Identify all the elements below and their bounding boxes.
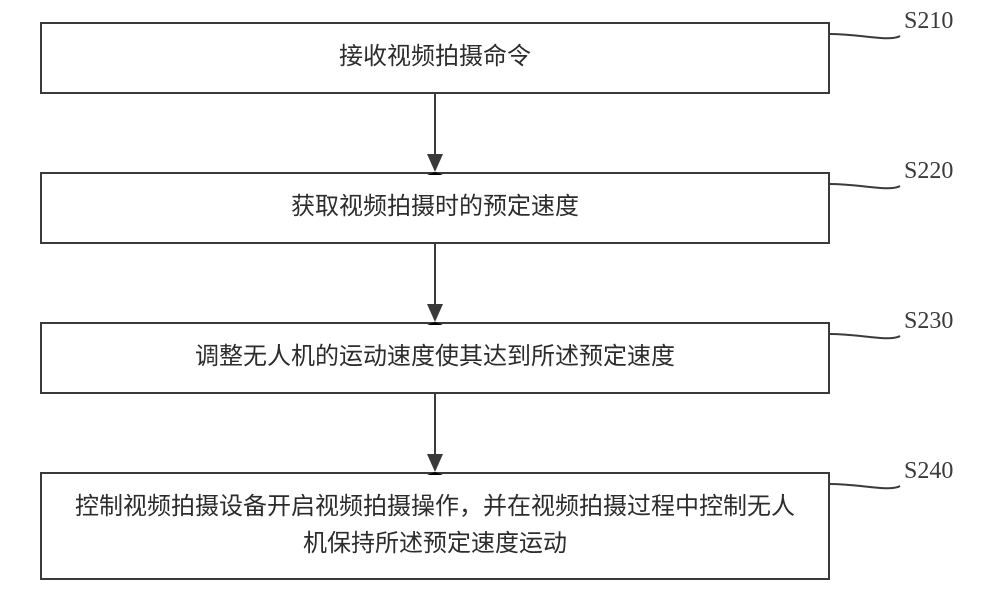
flow-step-s220: 获取视频拍摄时的预定速度 (40, 172, 830, 244)
flow-step-text: 控制视频拍摄设备开启视频拍摄操作，并在视频拍摄过程中控制无人机保持所述预定速度运… (70, 489, 800, 563)
flow-step-text: 调整无人机的运动速度使其达到所述预定速度 (195, 339, 675, 376)
flow-step-text: 接收视频拍摄命令 (339, 39, 531, 76)
arrow-head-icon (427, 154, 443, 175)
step-label-s230: S230 (904, 308, 953, 335)
leader-line (826, 480, 904, 490)
flow-arrow (434, 94, 436, 154)
flow-step-s210: 接收视频拍摄命令 (40, 22, 830, 94)
flow-step-s230: 调整无人机的运动速度使其达到所述预定速度 (40, 322, 830, 394)
flowchart-canvas: 接收视频拍摄命令 S210 获取视频拍摄时的预定速度 S220 调整无人机的运动速度使其… (0, 0, 1000, 614)
step-label-s220: S220 (904, 158, 953, 185)
flow-step-text: 获取视频拍摄时的预定速度 (291, 189, 579, 226)
flow-arrow (434, 394, 436, 454)
step-label-s210: S210 (904, 8, 953, 35)
leader-line (826, 180, 904, 190)
step-label-s240: S240 (904, 458, 953, 485)
leader-line (826, 30, 904, 40)
flow-step-s240: 控制视频拍摄设备开启视频拍摄操作，并在视频拍摄过程中控制无人机保持所述预定速度运… (40, 472, 830, 580)
arrow-head-icon (427, 454, 443, 475)
arrow-head-icon (427, 304, 443, 325)
flow-arrow (434, 244, 436, 304)
leader-line (826, 330, 904, 340)
